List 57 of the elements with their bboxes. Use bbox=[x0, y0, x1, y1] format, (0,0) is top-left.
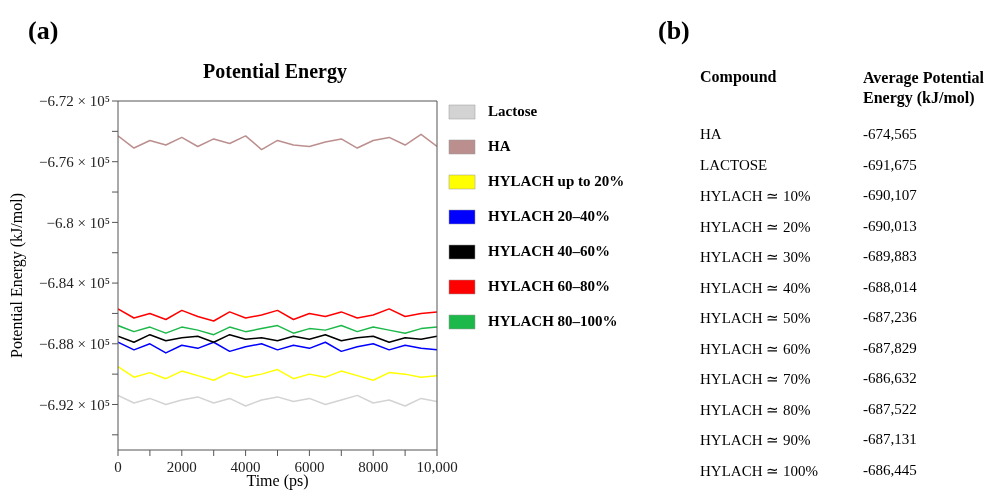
x-tick-label: 6000 bbox=[294, 459, 325, 475]
category-label: HYLACH ≃ 30% bbox=[700, 248, 811, 266]
line-series bbox=[118, 308, 437, 322]
text: -687,131 bbox=[863, 431, 917, 447]
text: -687,236 bbox=[863, 309, 917, 325]
y-axis-title: Potential Energy (kJ/mol) bbox=[7, 192, 26, 359]
line-series bbox=[118, 324, 437, 336]
x-tick-label: 8000 bbox=[358, 459, 389, 475]
legend-label: HYLACH 40–60% bbox=[488, 243, 611, 260]
x-axis-title: Time (ps) bbox=[246, 472, 309, 490]
y-tick-label: −6.92 × 10⁵ bbox=[39, 396, 110, 413]
text: -690,107 bbox=[863, 187, 917, 203]
category-label: HYLACH ≃ 60% bbox=[700, 339, 811, 358]
legend-label: Lactose bbox=[488, 103, 538, 120]
line-series bbox=[118, 133, 437, 151]
category-label: HYLACH ≃ 70% bbox=[700, 370, 811, 388]
text: -686,445 bbox=[863, 461, 917, 478]
text: -686,632 bbox=[863, 370, 917, 386]
category-label: HYLACH ≃ 90% bbox=[700, 431, 811, 449]
text: -691,675 bbox=[863, 156, 917, 173]
chart-title: Potential Energy bbox=[202, 60, 348, 83]
text: Compound bbox=[700, 68, 777, 86]
y-tick-label: −6.8 × 10⁵ bbox=[46, 214, 110, 231]
x-tick-label: 10,000 bbox=[416, 459, 458, 475]
category-label: HYLACH ≃ 40% bbox=[700, 278, 811, 297]
text: Average Potential Energy (kJ/mol) bbox=[863, 68, 985, 108]
legend-label: HYLACH 60–80% bbox=[488, 278, 611, 295]
category-label: HYLACH ≃ 100% bbox=[700, 461, 818, 480]
line-series bbox=[118, 365, 437, 381]
text: (a) bbox=[28, 16, 59, 46]
category-label: HYLACH ≃ 50% bbox=[700, 309, 811, 327]
text: -687,522 bbox=[863, 400, 917, 417]
x-tick-label: 0 bbox=[114, 459, 122, 475]
category-label: HYLACH ≃ 20% bbox=[700, 217, 811, 236]
text: -688,014 bbox=[863, 278, 917, 295]
text: (b) bbox=[658, 16, 690, 46]
line-series bbox=[118, 394, 437, 407]
line-series bbox=[118, 341, 437, 354]
line-series bbox=[118, 333, 437, 344]
y-tick-label: −6.76 × 10⁵ bbox=[39, 154, 110, 171]
text: -690,013 bbox=[863, 217, 917, 234]
category-label: HA bbox=[700, 126, 722, 143]
text: -687,829 bbox=[863, 339, 917, 356]
legend-label: HA bbox=[488, 138, 511, 155]
y-tick-label: −6.88 × 10⁵ bbox=[39, 336, 110, 353]
x-tick-label: 2000 bbox=[166, 459, 197, 475]
category-label: HYLACH ≃ 10% bbox=[700, 187, 811, 205]
legend-label: HYLACH 80–100% bbox=[488, 313, 618, 330]
legend-label: HYLACH 20–40% bbox=[488, 208, 611, 225]
legend-label: HYLACH up to 20% bbox=[488, 173, 625, 190]
y-tick-label: −6.72 × 10⁵ bbox=[39, 93, 110, 110]
y-tick-label: −6.84 × 10⁵ bbox=[39, 275, 110, 292]
category-label: LACTOSE bbox=[700, 156, 768, 174]
text: -689,883 bbox=[863, 248, 917, 264]
x-tick-label: 4000 bbox=[230, 459, 261, 475]
text: -674,565 bbox=[863, 126, 917, 142]
category-label: HYLACH ≃ 80% bbox=[700, 400, 811, 419]
